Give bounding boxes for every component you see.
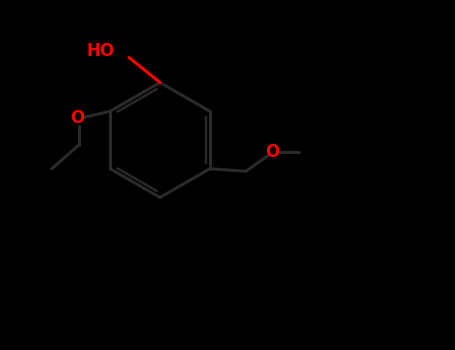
Text: O: O [70, 109, 84, 127]
Text: HO: HO [87, 42, 115, 61]
Text: O: O [265, 143, 279, 161]
